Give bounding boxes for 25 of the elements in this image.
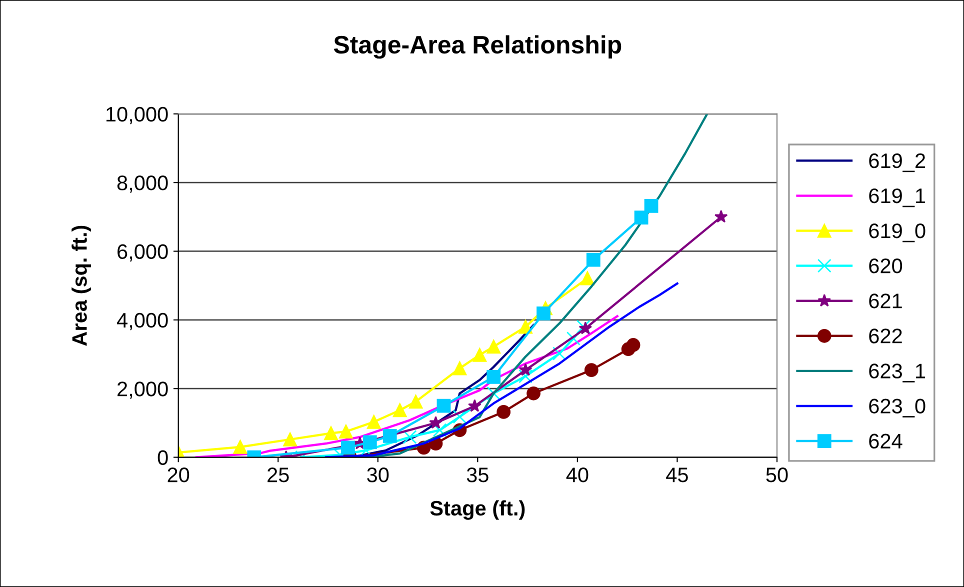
legend-label: 623_1 xyxy=(869,364,926,382)
y-tick-label: 0 xyxy=(158,450,168,466)
y-tick-label: 4,000 xyxy=(116,312,168,330)
y-tick-label: 8,000 xyxy=(117,176,168,193)
legend-label: 623_0 xyxy=(869,398,926,418)
legend-label: 619_2 xyxy=(869,153,926,172)
x-tick-label: 20 xyxy=(168,468,190,482)
x-tick-label: 35 xyxy=(466,468,488,482)
y-axis-title: Area (sq. ft.) xyxy=(72,226,92,346)
y-tick-label: 10,000 xyxy=(106,106,168,124)
x-tick-label: 45 xyxy=(666,468,688,482)
x-tick-label: 25 xyxy=(268,468,289,482)
y-tick-label: 2,000 xyxy=(118,382,168,399)
legend-label: 619_0 xyxy=(869,223,926,242)
y-tick-label: 6,000 xyxy=(118,244,168,262)
legend-label: 619_1 xyxy=(869,188,926,208)
x-tick-label: 30 xyxy=(367,468,389,482)
legend-label: 622 xyxy=(869,328,902,344)
chart-title: Stage-Area Relationship xyxy=(334,35,622,59)
legend-label: 621 xyxy=(869,294,902,308)
legend-label: 620 xyxy=(869,258,902,274)
x-axis-title: Stage (ft.) xyxy=(430,500,525,520)
x-tick-label: 40 xyxy=(566,468,588,482)
legend-label: 624 xyxy=(869,434,902,449)
x-tick-label: 50 xyxy=(766,468,788,482)
